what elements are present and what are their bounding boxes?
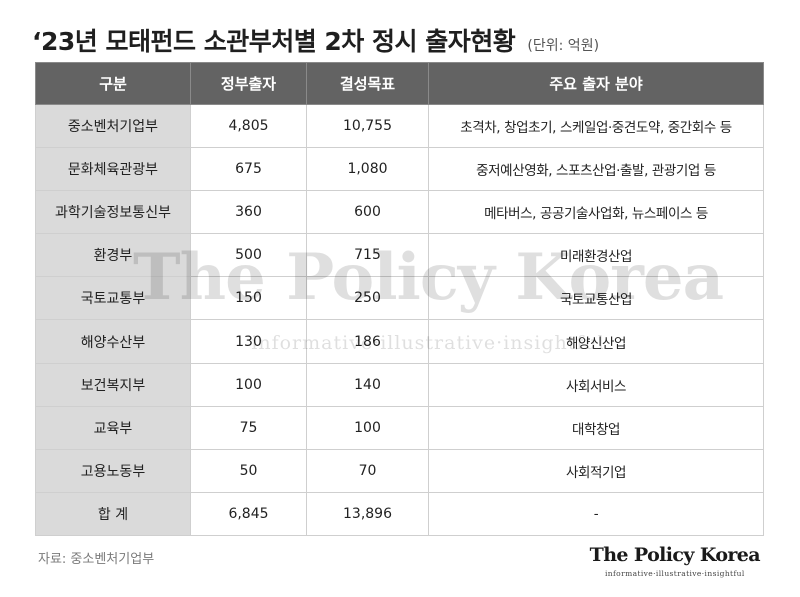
table-row: 해양수산부 130 186 해양신산업 [35,319,764,364]
fund-target-cell: 715 [306,233,429,278]
total-field-cell: - [428,491,764,537]
gov-investment-cell: 675 [190,147,307,192]
main-field-cell: 메타버스, 공공기술사업화, 뉴스페이스 등 [428,190,764,235]
main-field-cell: 초격차, 창업초기, 스케일업·중견도약, 중간회수 등 [428,103,764,149]
header-main-fields: 주요 출자 분야 [428,62,764,105]
total-fund-target-cell: 13,896 [306,491,429,537]
total-gov-investment-cell: 6,845 [190,491,307,537]
gov-investment-cell: 75 [190,405,307,450]
table-row: 고용노동부 50 70 사회적기업 [35,448,764,493]
source-note: 자료: 중소벤처기업부 [38,552,155,567]
fund-target-cell: 140 [306,362,429,407]
gov-investment-cell: 100 [190,362,307,407]
header-fund-target: 결성목표 [306,62,429,105]
fund-target-cell: 70 [306,448,429,493]
gov-investment-cell: 50 [190,448,307,493]
fund-target-cell: 100 [306,405,429,450]
gov-investment-cell: 500 [190,233,307,278]
main-field-cell: 사회서비스 [428,362,764,407]
investment-table: 구분 정부출자 결성목표 주요 출자 분야 중소벤처기업부 4,805 10,7… [35,62,764,537]
fund-target-cell: 250 [306,276,429,321]
header-gov-investment: 정부출자 [190,62,307,105]
table-row: 교육부 75 100 대학창업 [35,405,764,450]
table-row: 중소벤처기업부 4,805 10,755 초격차, 창업초기, 스케일업·중견도… [35,103,764,149]
ministry-cell: 중소벤처기업부 [35,103,191,149]
main-field-cell: 국토교통산업 [428,276,764,321]
gov-investment-cell: 150 [190,276,307,321]
ministry-cell: 과학기술정보통신부 [35,190,191,235]
total-label-cell: 합 계 [35,491,191,537]
table-row: 환경부 500 715 미래환경산업 [35,233,764,278]
table-row: 보건복지부 100 140 사회서비스 [35,362,764,407]
brand-name: The Policy Korea [589,544,761,566]
chart-title: ‘23년 모태펀드 소관부처별 2차 정시 출자현황 (단위: 억원) [32,22,772,58]
fund-target-cell: 10,755 [306,103,429,149]
ministry-cell: 교육부 [35,405,191,450]
main-field-cell: 미래환경산업 [428,233,764,278]
ministry-cell: 문화체육관광부 [35,147,191,192]
brand-logo: The Policy Korea informative·illustrativ… [589,544,761,578]
ministry-cell: 고용노동부 [35,448,191,493]
brand-tagline: informative·illustrative·insightful [604,568,745,578]
ministry-cell: 국토교통부 [35,276,191,321]
ministry-cell: 보건복지부 [35,362,191,407]
table-row: 문화체육관광부 675 1,080 중저예산영화, 스포츠산업·출발, 관광기업… [35,147,764,192]
ministry-cell: 해양수산부 [35,319,191,364]
unit-label: (단위: 억원) [527,38,600,54]
main-field-cell: 대학창업 [428,405,764,450]
main-field-cell: 사회적기업 [428,448,764,493]
header-category: 구분 [35,62,191,105]
table-row: 과학기술정보통신부 360 600 메타버스, 공공기술사업화, 뉴스페이스 등 [35,190,764,235]
title-text: ‘23년 모태펀드 소관부처별 2차 정시 출자현황 [32,27,516,56]
table-row: 국토교통부 150 250 국토교통산업 [35,276,764,321]
fund-target-cell: 1,080 [306,147,429,192]
table-header-row: 구분 정부출자 결성목표 주요 출자 분야 [35,62,764,105]
ministry-cell: 환경부 [35,233,191,278]
main-field-cell: 해양신산업 [428,319,764,364]
fund-target-cell: 186 [306,319,429,364]
gov-investment-cell: 130 [190,319,307,364]
gov-investment-cell: 4,805 [190,103,307,149]
gov-investment-cell: 360 [190,190,307,235]
total-row: 합 계 6,845 13,896 - [35,491,764,537]
fund-target-cell: 600 [306,190,429,235]
main-field-cell: 중저예산영화, 스포츠산업·출발, 관광기업 등 [428,147,764,192]
